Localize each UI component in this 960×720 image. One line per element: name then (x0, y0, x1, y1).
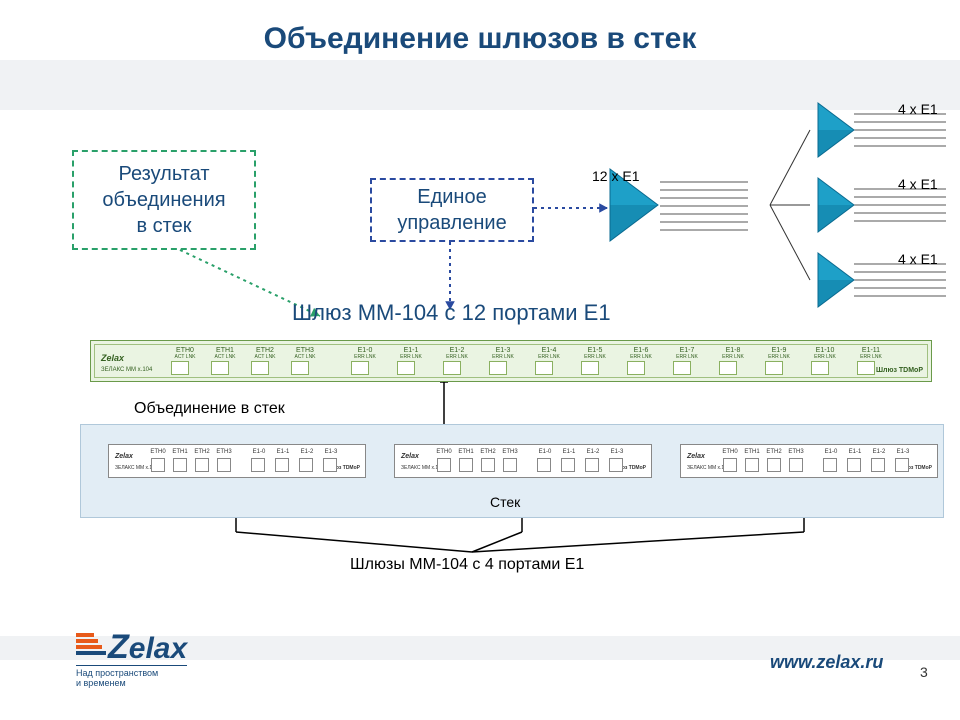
slide-title: Объединение шлюзов в стек (0, 22, 960, 56)
svg-text:4 x E1: 4 x E1 (898, 251, 938, 267)
mgmt-box: Единоеуправление (370, 178, 534, 242)
logo-tagline2: и временем (76, 678, 187, 688)
logo-text: elax (129, 632, 187, 665)
label-12xe1: 12 x E1 (592, 168, 639, 184)
title-band (0, 60, 960, 110)
bottom-label: Шлюзы ММ-104 с 4 портами Е1 (350, 556, 584, 574)
zelax-logo: Zelax Над пространством и временем (76, 628, 187, 688)
stack-join-label: Объединение в стек (134, 400, 285, 418)
stack-caption: Стек (490, 494, 520, 510)
mini-gateway-0: ZelaxЗЕЛАКС ММ х.104Шлюз TDMoPETH0ETH1ET… (108, 444, 366, 478)
slide: Объединение шлюзов в стек Результатобъед… (0, 0, 960, 720)
big-gateway-device: ZelaxЗЕЛАКС ММ х.104Шлюз TDMoPETH0ACT LN… (90, 340, 932, 382)
page-number: 3 (920, 664, 928, 680)
mini-gateway-2: ZelaxЗЕЛАКС ММ х.104Шлюз TDMoPETH0ETH1ET… (680, 444, 938, 478)
sub-title: Шлюз ММ-104 с 12 портами Е1 (292, 300, 611, 326)
logo-tagline1: Над пространством (76, 668, 187, 678)
footer-url: www.zelax.ru (770, 652, 883, 673)
mini-gateway-1: ZelaxЗЕЛАКС ММ х.104Шлюз TDMoPETH0ETH1ET… (394, 444, 652, 478)
svg-text:4 x E1: 4 x E1 (898, 176, 938, 192)
result-box: Результатобъединенияв стек (72, 150, 256, 250)
